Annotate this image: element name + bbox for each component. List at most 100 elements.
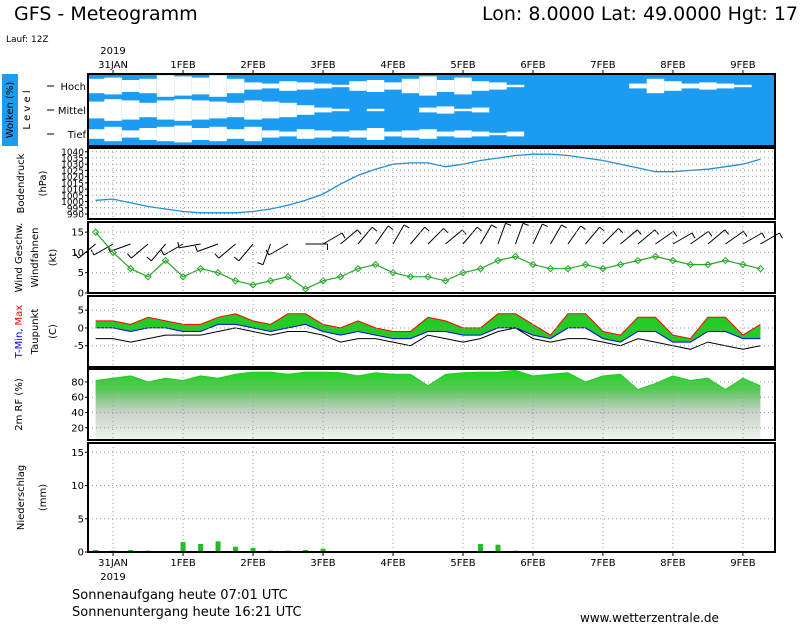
wind-marker: [214, 269, 222, 277]
barb-feather: [779, 232, 783, 239]
wind-barb: [357, 226, 378, 245]
run: Lauf: 12Z: [6, 35, 49, 45]
cloud-cell: [296, 105, 315, 115]
wind-marker: [651, 252, 660, 261]
x-tick-label: 3FEB: [310, 558, 335, 569]
barb-feather: [424, 226, 430, 232]
barb-feather: [673, 231, 678, 237]
cloud-cell: [366, 80, 385, 92]
barb-feather: [371, 226, 378, 232]
y-tick-label: 1040: [61, 148, 84, 158]
cloud-cell: [121, 130, 140, 138]
y-tick-label: 995: [67, 204, 84, 214]
series-label: 2m RF (%): [14, 378, 25, 431]
barb-feather: [491, 224, 497, 229]
cloud-cell: [384, 131, 402, 137]
barb-staff: [480, 224, 492, 245]
cloud-cell: [384, 82, 402, 90]
y-tick-label: 1010: [61, 186, 84, 196]
wind-barb: [375, 225, 394, 245]
barb-feather: [74, 253, 80, 259]
cloud-cell: [401, 130, 420, 138]
barb-staff: [410, 226, 426, 245]
y-tick-label: 1025: [61, 167, 84, 177]
panel-frame: [87, 147, 776, 220]
cloud-cell: [314, 83, 332, 89]
series-label: T-Min, Max: [14, 305, 25, 359]
y-tick-label: 5: [78, 268, 84, 279]
barb-staff: [585, 226, 600, 245]
cloud-cell: [104, 77, 122, 95]
cloud-cell: [261, 130, 280, 138]
wind-marker: [756, 264, 765, 273]
barb-feather: [580, 225, 586, 230]
panel-subtitle: L e v e l: [22, 90, 33, 129]
cloud-cell: [471, 107, 490, 113]
cloud-cell: [88, 101, 106, 119]
wind-barb: [214, 243, 236, 259]
year-top: 2019: [100, 46, 125, 57]
cloud-label-bg: [2, 74, 18, 146]
cloud-cell: [244, 100, 262, 120]
cloud-cell: [419, 107, 437, 113]
barb-staff: [218, 243, 236, 259]
wind-marker: [564, 264, 572, 273]
barb-staff: [602, 228, 619, 245]
unit-label: (kt): [48, 249, 59, 267]
barb-staff: [672, 232, 693, 245]
wind-barb: [620, 229, 642, 245]
precip-bar: [233, 546, 239, 552]
barb-feather: [160, 249, 165, 256]
series-label: Max: [14, 305, 25, 326]
barb-staff: [163, 243, 184, 256]
cloud-cell: [716, 83, 735, 89]
unit-label: (hPa): [38, 170, 49, 196]
wind-marker: [319, 277, 327, 285]
cloud-cell: [209, 101, 227, 119]
barb-staff: [550, 224, 562, 245]
y-tick-label: 0: [78, 323, 84, 334]
wind-marker: [301, 285, 310, 293]
barb-staff: [515, 223, 524, 245]
wind-marker: [511, 252, 520, 261]
cloud-cell: [156, 75, 175, 97]
chart-title: GFS - Meteogramm: [14, 3, 198, 25]
barb-feather: [341, 232, 346, 239]
cloud-cell: [506, 131, 525, 137]
series-label: Windfahnen: [30, 228, 41, 288]
humidity-fill: [95, 370, 761, 440]
barb-feather: [636, 229, 642, 235]
wind-marker: [546, 264, 555, 273]
wind-barb: [340, 229, 362, 245]
wind-barb: [480, 224, 497, 245]
cloud-cell: [664, 81, 682, 91]
wind-barb: [690, 230, 713, 245]
wind-barb: [265, 243, 289, 256]
x-tick-label: 1FEB: [170, 558, 195, 569]
y-tick-label: 60: [71, 393, 84, 404]
temp-line: [95, 313, 761, 340]
wind-barb: [177, 241, 201, 249]
wind-marker: [109, 248, 117, 257]
x-tick-label: 6FEB: [520, 60, 545, 71]
panel-frame: [87, 73, 776, 147]
cloud-cell: [139, 78, 157, 94]
cloud-cell: [349, 130, 367, 138]
barb-staff: [427, 228, 444, 245]
wind-barb: [567, 225, 586, 245]
panel-title: Wolken (%): [5, 82, 16, 139]
cloud-cell: [314, 107, 332, 113]
x-tick-label: 9FEB: [730, 60, 755, 71]
wind-barb: [462, 226, 483, 245]
barb-feather: [542, 223, 548, 228]
cloud-cell: [88, 129, 106, 139]
cloud-cell: [454, 130, 472, 138]
wind-barb: [322, 232, 346, 245]
wind-barb: [655, 230, 678, 245]
barb-feather: [443, 228, 449, 234]
barb-feather: [691, 232, 696, 239]
y-tick-label: 1030: [61, 161, 84, 171]
cloud-cell: [244, 126, 262, 142]
cloud-cell: [226, 102, 245, 118]
